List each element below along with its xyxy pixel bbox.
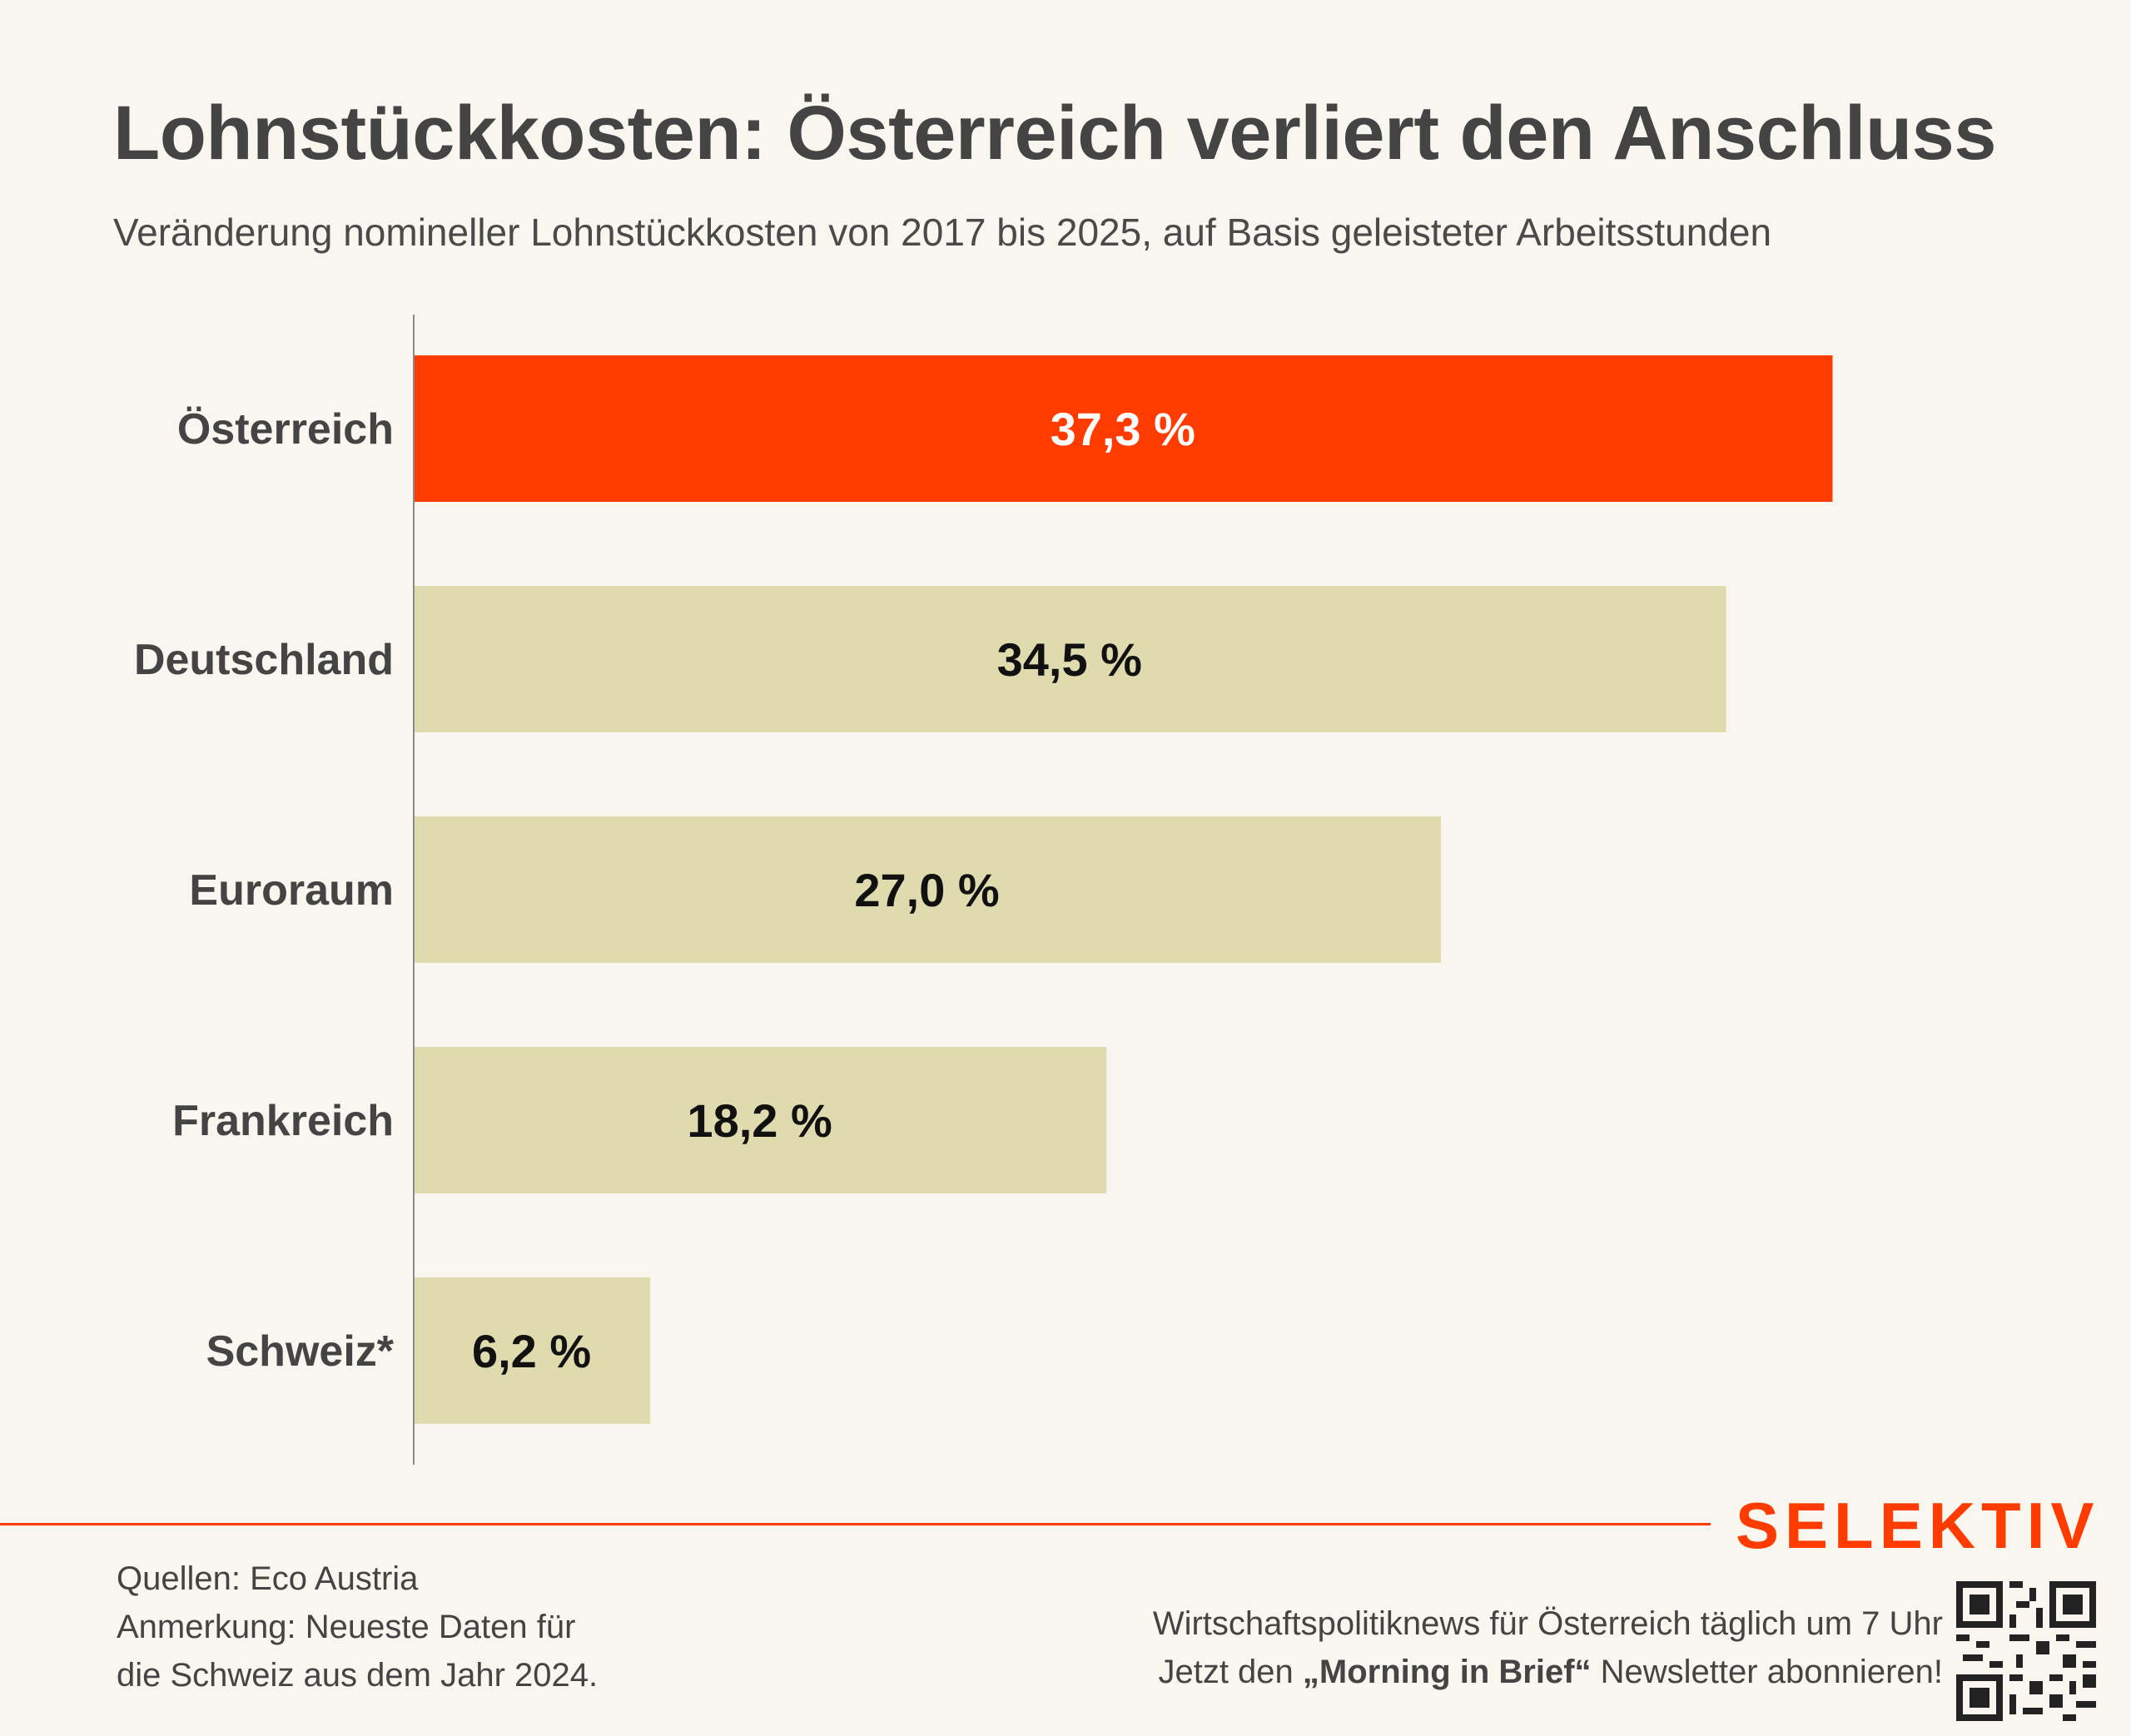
promo-pre: Jetzt den xyxy=(1158,1654,1303,1690)
footer-sources: Quellen: Eco Austria Anmerkung: Neueste … xyxy=(117,1555,598,1699)
newsletter-promo[interactable]: Wirtschaftspolitiknews für Österreich tä… xyxy=(1153,1600,1943,1696)
promo-post: Newsletter abonnieren! xyxy=(1591,1654,1943,1690)
category-label-3: Frankreich xyxy=(172,1097,394,1145)
qr-code-icon[interactable] xyxy=(1956,1581,2096,1721)
value-label-0: 37,3 % xyxy=(1051,403,1195,455)
sources-text: Quellen: Eco Austria xyxy=(117,1560,419,1597)
promo-line-1: Wirtschaftspolitiknews für Österreich tä… xyxy=(1152,1605,1943,1642)
value-label-1: 34,5 % xyxy=(997,633,1142,686)
footer-divider xyxy=(0,1523,1711,1525)
bar-4 xyxy=(415,1277,651,1424)
note-line-1: Anmerkung: Neueste Daten für xyxy=(117,1609,576,1645)
category-label-2: Euroraum xyxy=(189,866,394,915)
value-label-3: 18,2 % xyxy=(687,1094,832,1147)
category-label-1: Deutschland xyxy=(134,636,394,684)
bar-chart: Österreich 37,3 % Deutschland 34,5 % Eurorau… xyxy=(134,315,1833,1465)
category-label-4: Schweiz* xyxy=(206,1327,395,1376)
bar-1 xyxy=(415,586,1726,732)
chart-subtitle: Veränderung nomineller Lohnstückkosten v… xyxy=(113,211,1772,254)
newsletter-name: „Morning in Brief“ xyxy=(1302,1654,1592,1690)
note-line-2: die Schweiz aus dem Jahr 2024. xyxy=(117,1657,599,1694)
chart-title: Lohnstückkosten: Österreich verliert den… xyxy=(113,91,1997,176)
value-label-4: 6,2 % xyxy=(472,1325,591,1377)
bar-3 xyxy=(415,1047,1107,1193)
bar-0 xyxy=(415,355,1833,502)
value-label-2: 27,0 % xyxy=(854,864,999,916)
promo-line-2[interactable]: Jetzt den „Morning in Brief“ Newsletter … xyxy=(1153,1648,1943,1696)
brand-logo[interactable]: SELEKTIV xyxy=(1736,1489,2100,1562)
category-label-0: Österreich xyxy=(177,405,394,454)
bar-2 xyxy=(415,816,1442,963)
